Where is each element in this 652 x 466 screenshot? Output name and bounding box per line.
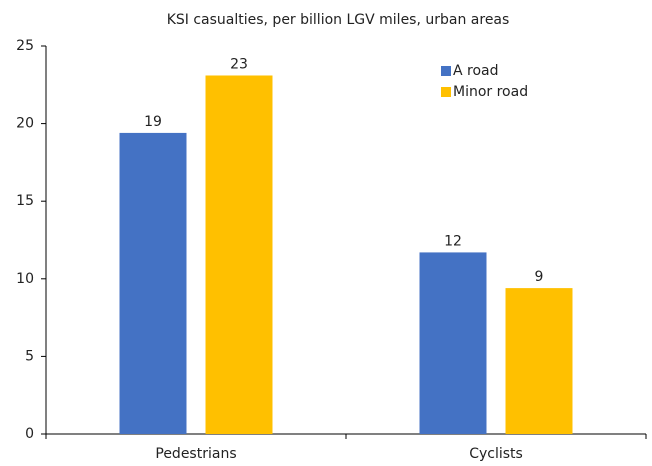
value-label: 12 [444,233,462,249]
y-tick-label: 5 [25,348,34,364]
x-tick-label: Pedestrians [155,446,236,462]
x-tick-label: Cyclists [469,446,523,462]
legend-swatch [441,66,451,76]
legend-label: Minor road [453,84,528,100]
y-tick-label: 25 [16,38,34,54]
bar [205,75,273,434]
y-tick-label: 15 [16,193,34,209]
bar [419,252,487,434]
bar [119,132,187,435]
y-tick-label: 20 [16,116,34,132]
bar [505,288,573,434]
value-label: 19 [144,114,162,130]
legend-label: A road [453,63,499,79]
y-tick-label: 10 [16,271,34,287]
y-tick-label: 0 [25,426,34,442]
legend-swatch [441,87,451,97]
value-label: 9 [535,269,544,285]
chart-title: KSI casualties, per billion LGV miles, u… [167,12,510,28]
value-label: 23 [230,56,248,72]
